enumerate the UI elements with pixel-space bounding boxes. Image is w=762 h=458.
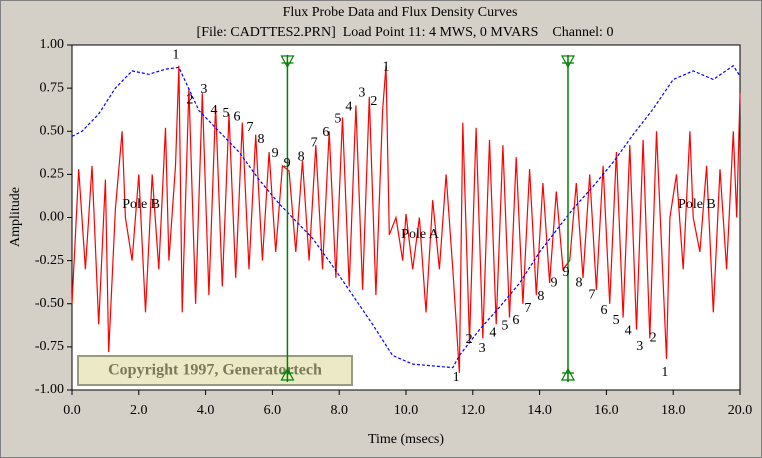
annotation: 9 bbox=[550, 275, 557, 290]
chart-subtitle: [File: CADTTES2.PRN] Load Point 11: 4 MW… bbox=[197, 25, 614, 40]
annotation: 4 bbox=[489, 325, 496, 340]
annotation: 2 bbox=[466, 332, 473, 347]
annotation: Pole A bbox=[401, 227, 440, 242]
x-tick-label: 18.0 bbox=[661, 403, 686, 418]
annotation: 6 bbox=[512, 313, 519, 328]
y-tick-label: -0.75 bbox=[35, 339, 64, 354]
flux-density-line bbox=[71, 64, 741, 369]
annotation: 9 bbox=[284, 156, 291, 171]
cursor-marker bbox=[560, 367, 576, 381]
annotation: 1 bbox=[382, 60, 389, 75]
annotation: 9 bbox=[562, 265, 569, 280]
y-tick-label: 0.00 bbox=[40, 210, 65, 225]
annotation: 9 bbox=[272, 146, 279, 161]
annotation: 6 bbox=[601, 303, 608, 318]
annotation: 6 bbox=[233, 110, 240, 125]
probe-signal-line bbox=[71, 65, 741, 373]
y-tick-label: 0.75 bbox=[40, 80, 65, 95]
annotation: 2 bbox=[370, 94, 377, 109]
copyright: Copyright 1997, Generatortech bbox=[108, 362, 322, 379]
annotation: 7 bbox=[311, 136, 318, 151]
annotation: 3 bbox=[479, 341, 486, 356]
annotation: 1 bbox=[661, 365, 668, 380]
annotation: 8 bbox=[537, 289, 544, 304]
annotation: 1 bbox=[172, 48, 179, 63]
cursor-marker bbox=[280, 367, 295, 381]
cursor-marker bbox=[280, 55, 295, 69]
x-tick-label: 2.0 bbox=[130, 403, 148, 418]
x-tick-label: 6.0 bbox=[264, 403, 282, 418]
x-tick-label: 4.0 bbox=[197, 403, 215, 418]
annotation: 3 bbox=[358, 86, 365, 101]
y-tick-label: 1.00 bbox=[40, 37, 65, 52]
y-tick-label: -0.25 bbox=[35, 253, 64, 268]
annotation: 2 bbox=[650, 330, 657, 345]
x-tick-label: 16.0 bbox=[594, 403, 619, 418]
annotation: 5 bbox=[501, 318, 508, 333]
annotation: 5 bbox=[222, 106, 229, 121]
x-tick-label: 0.0 bbox=[63, 403, 81, 418]
annotation: 8 bbox=[258, 132, 265, 147]
x-tick-label: 12.0 bbox=[461, 403, 486, 418]
y-tick-label: 0.50 bbox=[40, 123, 65, 138]
chart-title: Flux Probe Data and Flux Density Curves bbox=[283, 5, 518, 20]
annotation: 8 bbox=[298, 149, 305, 164]
y-tick-label: -0.50 bbox=[35, 296, 64, 311]
annotation: 4 bbox=[625, 324, 632, 339]
annotation: 3 bbox=[636, 339, 643, 354]
annotation: 1 bbox=[453, 370, 460, 385]
annotation: 4 bbox=[345, 99, 352, 114]
annotation: Pole B bbox=[678, 197, 716, 212]
annotation: 7 bbox=[589, 287, 596, 302]
annotation: 5 bbox=[613, 313, 620, 328]
annotation: 5 bbox=[334, 111, 341, 126]
annotation: 8 bbox=[576, 275, 583, 290]
cursor-marker bbox=[560, 55, 576, 69]
y-axis-label: Amplitude bbox=[8, 187, 23, 247]
annotation: 7 bbox=[247, 120, 254, 135]
annotation: Pole B bbox=[122, 197, 160, 212]
x-tick-label: 14.0 bbox=[527, 403, 552, 418]
annotation: 2 bbox=[186, 92, 193, 107]
annotation: 7 bbox=[524, 301, 531, 316]
x-tick-label: 8.0 bbox=[330, 403, 348, 418]
x-axis-label: Time (msecs) bbox=[368, 432, 444, 447]
annotation: 3 bbox=[200, 82, 207, 97]
copyright-box bbox=[77, 355, 353, 386]
y-tick-label: 0.25 bbox=[40, 167, 65, 182]
x-tick-label: 20.0 bbox=[728, 403, 753, 418]
x-tick-label: 10.0 bbox=[394, 403, 419, 418]
y-tick-label: -1.00 bbox=[35, 382, 64, 397]
annotation: 6 bbox=[322, 125, 329, 140]
annotation: 4 bbox=[210, 103, 217, 118]
